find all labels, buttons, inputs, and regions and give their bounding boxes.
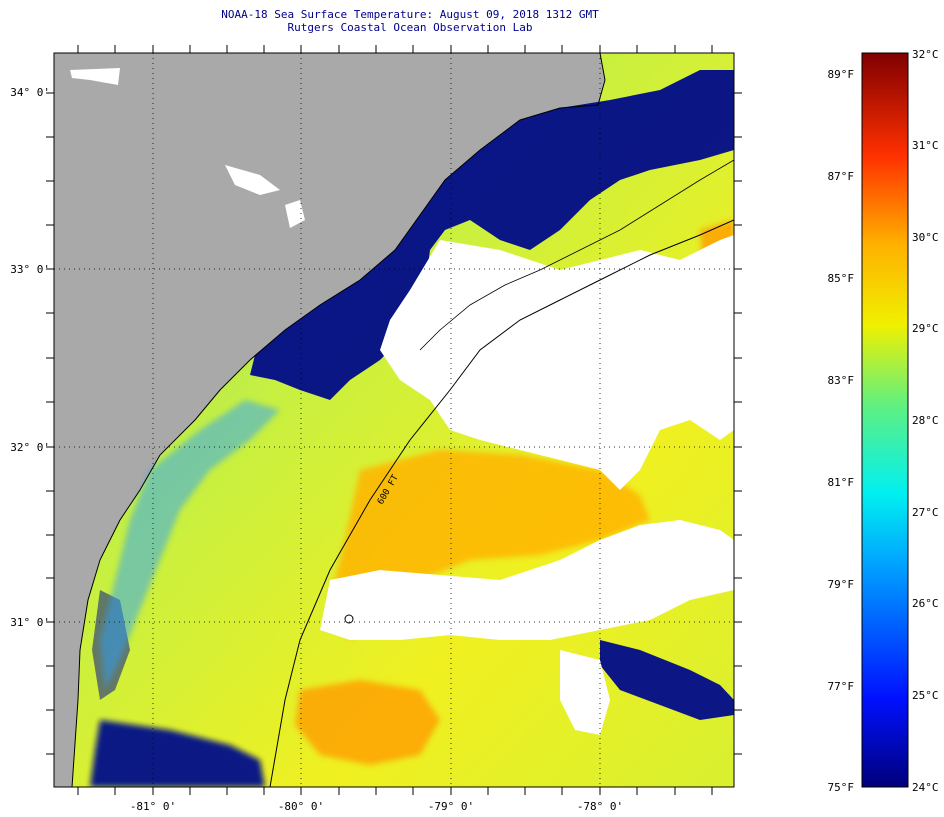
- cloud-offshore-island: [70, 68, 120, 85]
- c-label-26: 26°C: [912, 597, 939, 610]
- warm-patch-north: [330, 450, 650, 640]
- cold-patch-southwest: [90, 720, 265, 787]
- f-label-81: 81°F: [827, 476, 855, 489]
- c-label-31: 31°C: [912, 139, 939, 152]
- f-label-75: 75°F: [827, 781, 855, 794]
- cold-band-north: [250, 70, 734, 400]
- c-label-30: 30°C: [912, 231, 939, 244]
- map-subtitle: Rutgers Coastal Ocean Observation Lab: [287, 21, 533, 34]
- f-label-89: 89°F: [827, 68, 855, 81]
- cold-patch-southeast: [600, 640, 734, 720]
- f-label-85: 85°F: [827, 272, 855, 285]
- station-marker: [344, 614, 354, 624]
- coastline: [71, 53, 606, 787]
- cloud-southeast: [560, 650, 610, 735]
- cloud-inland-2: [285, 200, 305, 228]
- f-label-77: 77°F: [827, 680, 855, 693]
- lat-label-31: 31° 0': [10, 616, 50, 629]
- cloud-north: [380, 235, 734, 490]
- map-title: NOAA-18 Sea Surface Temperature: August …: [221, 8, 599, 21]
- map-frame: [53, 52, 735, 788]
- c-label-28: 28°C: [912, 414, 939, 427]
- f-label-79: 79°F: [827, 578, 855, 591]
- c-label-24: 24°C: [912, 781, 939, 794]
- lat-label-32: 32° 0': [10, 441, 50, 454]
- contour-shelf-north: [419, 159, 734, 351]
- c-label-25: 25°C: [912, 689, 939, 702]
- land-mass: [54, 53, 605, 787]
- f-label-87: 87°F: [827, 170, 855, 183]
- cloud-band-central: [320, 520, 734, 640]
- f-label-83: 83°F: [827, 374, 855, 387]
- lon-label-81: -81° 0': [129, 800, 177, 813]
- c-label-32: 32°C: [912, 48, 939, 61]
- cloud-inland-1: [225, 165, 280, 195]
- c-label-29: 29°C: [912, 322, 939, 335]
- lon-label-78: -78° 0': [576, 800, 624, 813]
- lat-label-33: 33° 0': [10, 263, 50, 276]
- warm-patch-south: [295, 680, 440, 765]
- lat-label-34: 34° 0': [10, 86, 50, 99]
- c-label-27: 27°C: [912, 506, 939, 519]
- colorbar: [861, 52, 909, 788]
- cool-transition: [100, 400, 280, 690]
- contour-600ft: [269, 219, 734, 787]
- lon-label-80: -80° 0': [277, 800, 325, 813]
- lon-label-79: -79° 0': [427, 800, 475, 813]
